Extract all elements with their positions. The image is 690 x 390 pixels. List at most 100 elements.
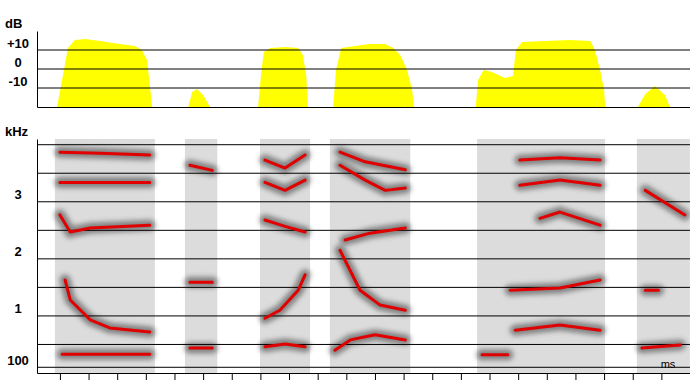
x-tick [89,373,90,380]
x-axis-line [38,107,690,108]
y-tick-label: -10 [9,74,28,89]
x-axis [38,107,690,108]
x-tick-mark [604,373,605,380]
spectrogram-region [260,139,310,373]
formant-line [60,165,685,215]
y-tick: +10 [7,36,37,51]
x-tick-mark [633,373,634,380]
x-tick [203,373,204,380]
formant-energy [62,325,680,355]
x-tick [60,373,61,380]
intensity-area [57,39,670,107]
x-tick-mark [232,373,233,380]
x-tick [575,373,576,380]
grid [37,145,690,368]
x-tick [260,373,261,380]
y-axis-title: dB [5,16,22,31]
x-tick-mark [60,373,61,380]
x-tick [318,373,319,380]
x-tick-mark [289,373,290,380]
x-tick [289,373,290,380]
formant-energy [60,212,600,240]
formant-energy [65,250,658,332]
x-tick-mark [318,373,319,380]
x-tick-mark [575,373,576,380]
x-tick [461,373,462,380]
spectrogram-region [505,139,605,373]
grid-line [37,344,690,345]
y-tick-label: 2 [14,244,21,259]
grid-line [37,258,690,259]
grid-line [37,50,690,51]
x-tick [432,373,433,380]
x-tick-mark [146,373,147,380]
chart-container: +10 0 -10 dB 100 1 2 3 kHz ms [0,0,690,390]
x-tick-mark [89,373,90,380]
y-tick: 3 [14,187,37,202]
formant-energy [60,165,685,215]
plot-area [57,39,670,107]
x-tick-mark [490,373,491,380]
x-tick [490,373,491,380]
spectrogram-region [637,139,690,373]
x-tick-mark [260,373,261,380]
x-tick-mark [661,373,662,380]
y-tick: 100 [7,353,37,368]
formant-line [65,250,658,332]
x-tick [346,373,347,380]
x-tick-mark [461,373,462,380]
x-axis-line [38,373,690,374]
x-tick-mark [174,373,175,380]
y-tick: 1 [14,301,37,316]
grid-line [37,144,690,145]
x-tick-mark [346,373,347,380]
y-axis-title: kHz [5,124,29,139]
x-axis-title: ms [661,358,676,370]
y-tick-label: 3 [14,187,21,202]
y-tick: 0 [14,55,37,70]
x-tick [633,373,634,380]
x-axis [38,373,690,380]
y-axis-line [37,140,38,374]
grid-line [37,230,690,231]
x-tick [604,373,605,380]
x-tick-mark [404,373,405,380]
y-axis-line [37,32,38,108]
y-tick: 2 [14,244,37,259]
y-tick: -10 [9,74,37,89]
x-tick-mark [117,373,118,380]
x-tick-mark [432,373,433,380]
y-axis: 100 1 2 3 [7,140,37,374]
grid [37,50,690,88]
x-tick-mark [518,373,519,380]
x-tick [547,373,548,380]
spectrogram-region [55,139,155,373]
x-tick-mark [547,373,548,380]
formant-energy [60,152,600,170]
y-tick-label: 100 [7,353,29,368]
y-tick-label: +10 [7,36,29,51]
formant-line [62,325,680,355]
grid-line [37,69,690,70]
x-tick [174,373,175,380]
x-tick-mark [203,373,204,380]
figure: +10 0 -10 dB 100 1 2 3 kHz ms [0,0,690,390]
x-tick-mark [375,373,376,380]
plot-area [55,139,690,373]
y-tick-label: 0 [14,55,21,70]
formant-line [60,212,600,240]
x-tick [146,373,147,380]
grid-line [37,88,690,89]
x-tick [117,373,118,380]
formant-line [60,152,600,170]
grid-line [37,201,690,202]
grid-line [37,367,690,368]
x-tick [518,373,519,380]
grid-line [37,315,690,316]
grid-line [37,173,690,174]
formant-tracks [60,152,685,355]
y-tick-label: 1 [14,301,21,316]
y-axis: +10 0 -10 [7,32,38,108]
x-tick [661,373,662,380]
x-tick [232,373,233,380]
